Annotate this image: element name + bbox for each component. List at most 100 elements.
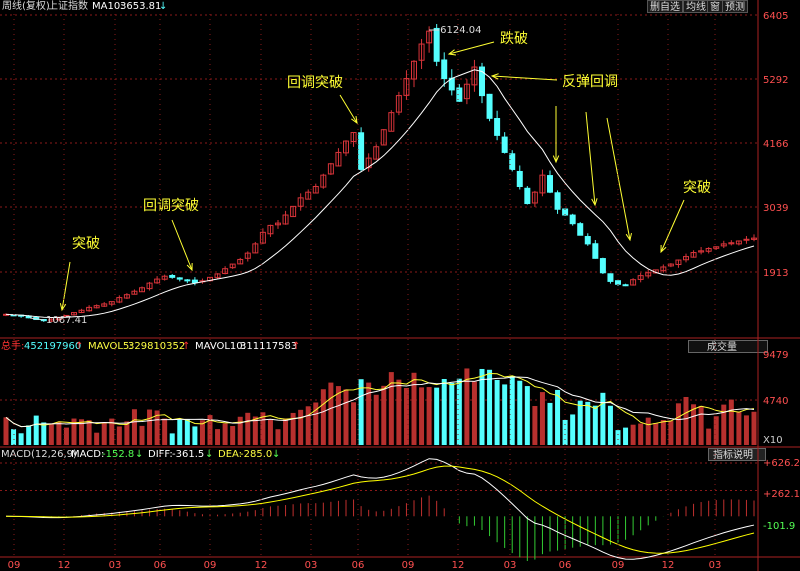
volume-bar <box>743 415 749 445</box>
volume-bar <box>245 412 251 445</box>
forecast-button[interactable]: 预测 <box>722 0 748 13</box>
volume-bar <box>683 396 689 445</box>
ma-button[interactable]: 均线 <box>683 0 709 13</box>
volume-unit-label: X10 <box>763 435 783 446</box>
volume-bar <box>56 422 62 445</box>
volume-bar <box>555 389 561 445</box>
candle-body <box>577 223 584 236</box>
candle-body <box>433 27 440 62</box>
volume-bar <box>728 399 734 445</box>
candle-body <box>335 151 342 167</box>
candle-body <box>312 185 319 194</box>
annotation-arrowhead <box>186 262 193 272</box>
candle-body <box>486 93 493 119</box>
candle-body <box>78 309 85 314</box>
annotation-arrow <box>606 117 631 241</box>
candle-body <box>720 243 727 247</box>
mavol5-arrow-icon: ↑ <box>182 341 191 352</box>
symbol-label: 上证指数 <box>48 1 88 12</box>
time-tick-label: 12 <box>452 560 465 571</box>
volume-bar <box>509 375 515 445</box>
candle-body <box>388 112 395 132</box>
volume-bar <box>48 423 54 445</box>
annotation-arrow <box>585 111 596 206</box>
candle-body <box>675 259 682 266</box>
candle-body <box>101 303 108 307</box>
indicator-dropdown[interactable]: 成交量 <box>688 340 768 353</box>
trough-label: 1067.41 <box>46 315 87 326</box>
macd-label: MACD: <box>71 449 105 460</box>
volume-bar <box>41 422 47 445</box>
volume-bar <box>313 402 319 445</box>
volume-bar <box>147 409 153 445</box>
remove-watchlist-button[interactable]: 删自选 <box>647 0 683 13</box>
candle-body <box>63 314 70 318</box>
volume-bar <box>116 426 122 445</box>
volume-bar <box>154 410 160 445</box>
candle-body <box>448 77 455 91</box>
annotation-arrow <box>171 219 193 271</box>
candle-body <box>86 306 93 312</box>
candle-body <box>584 236 591 245</box>
volume-bar <box>298 409 304 445</box>
candle-body <box>282 214 289 225</box>
time-tick-label: 12 <box>662 560 675 571</box>
volume-bar <box>343 389 349 445</box>
annotation-arrowhead <box>59 303 67 312</box>
candle-body <box>327 163 334 175</box>
volume-bar <box>403 387 409 445</box>
candle-body <box>630 279 637 286</box>
dea-arrow-icon: ↓ <box>272 449 281 460</box>
candle-body <box>426 30 433 44</box>
volume-bar <box>358 379 364 445</box>
candle-body <box>116 297 123 303</box>
volume-bar <box>471 381 477 445</box>
candle-body <box>380 129 387 146</box>
volume-bar <box>570 414 576 445</box>
candle-body <box>509 153 516 170</box>
annotation-arrow <box>61 261 71 311</box>
volume-bar <box>615 430 621 445</box>
candle-body <box>471 66 478 86</box>
time-tick-label: 06 <box>559 560 572 571</box>
volume-bar <box>562 419 568 445</box>
mavol10-value: 311117583 <box>240 341 298 352</box>
volume-bar <box>517 380 523 445</box>
volume-bar <box>479 368 485 445</box>
annotation-label: 回调突破 <box>143 198 199 214</box>
candle-body <box>494 118 501 136</box>
annotation-arrow <box>448 41 495 55</box>
annotation-label: 突破 <box>683 180 711 196</box>
volume-bar <box>71 418 77 445</box>
price-tick-label: 4166 <box>763 139 788 150</box>
annotation-label: 跌破 <box>500 31 528 47</box>
candle-body <box>199 280 206 283</box>
candle-body <box>660 266 667 272</box>
candle-body <box>139 287 145 293</box>
indicator-help-button[interactable]: 指标说明 <box>708 448 766 461</box>
volume-bar <box>691 404 697 445</box>
dea-value: -285.0 <box>240 449 273 460</box>
candle-body <box>599 258 606 274</box>
period-label[interactable]: 周线(复权) <box>2 1 50 12</box>
candle-body <box>10 314 17 317</box>
volume-bar <box>675 403 681 445</box>
candle-body <box>698 250 705 253</box>
window-button[interactable]: 窗 <box>707 0 723 13</box>
dea-line <box>5 465 755 554</box>
volume-bar <box>419 387 425 445</box>
volume-bar <box>638 423 644 445</box>
volume-bar <box>736 411 742 445</box>
candle-body <box>176 277 183 280</box>
candle-body <box>713 246 720 249</box>
volume-bar <box>449 382 455 445</box>
candle-body <box>479 66 485 97</box>
annotation-arrowhead <box>552 155 560 164</box>
volume-bar <box>252 416 258 445</box>
time-tick-label: 03 <box>709 560 722 571</box>
volume-bar <box>101 423 107 445</box>
candle-body <box>275 222 281 226</box>
candle-body <box>547 175 553 193</box>
volume-bar <box>660 420 666 445</box>
